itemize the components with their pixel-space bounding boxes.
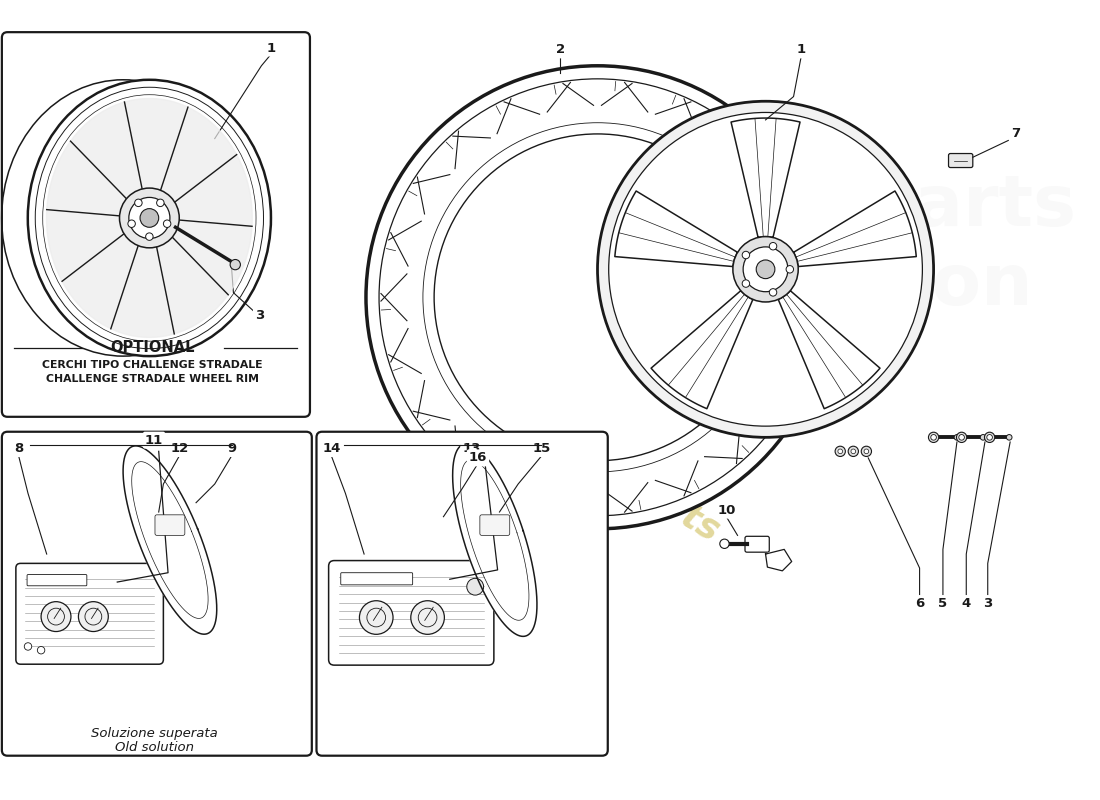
Text: 11: 11 xyxy=(145,434,163,446)
Circle shape xyxy=(129,198,169,238)
FancyBboxPatch shape xyxy=(745,536,769,552)
FancyBboxPatch shape xyxy=(2,32,310,417)
Circle shape xyxy=(128,220,135,227)
Text: a passion for parts: a passion for parts xyxy=(376,326,726,548)
Polygon shape xyxy=(111,246,174,338)
Text: autoparts
passion: autoparts passion xyxy=(679,171,1077,320)
Circle shape xyxy=(733,237,799,302)
Text: 1: 1 xyxy=(796,43,805,57)
Circle shape xyxy=(987,434,992,440)
Circle shape xyxy=(744,247,788,292)
Circle shape xyxy=(861,446,871,457)
Text: 7: 7 xyxy=(1011,127,1021,141)
Text: 12: 12 xyxy=(170,442,188,455)
Polygon shape xyxy=(62,234,139,329)
Circle shape xyxy=(769,242,777,250)
Text: CHALLENGE STRADALE WHEEL RIM: CHALLENGE STRADALE WHEEL RIM xyxy=(46,374,258,385)
Circle shape xyxy=(931,434,936,440)
Circle shape xyxy=(140,209,158,227)
Circle shape xyxy=(959,434,965,440)
Circle shape xyxy=(120,188,179,248)
Circle shape xyxy=(957,432,967,442)
Polygon shape xyxy=(732,118,800,238)
FancyBboxPatch shape xyxy=(329,561,494,665)
Polygon shape xyxy=(793,191,916,266)
FancyBboxPatch shape xyxy=(480,515,509,535)
Text: 10: 10 xyxy=(717,504,736,517)
Circle shape xyxy=(984,432,994,442)
Polygon shape xyxy=(778,290,880,409)
Circle shape xyxy=(756,260,774,278)
Circle shape xyxy=(864,449,869,454)
Circle shape xyxy=(838,449,843,454)
Text: 3: 3 xyxy=(255,310,264,322)
Circle shape xyxy=(78,602,108,631)
FancyBboxPatch shape xyxy=(2,432,311,756)
Circle shape xyxy=(719,539,729,549)
Ellipse shape xyxy=(28,80,271,356)
Circle shape xyxy=(466,578,484,595)
Circle shape xyxy=(134,199,142,206)
Text: Old solution: Old solution xyxy=(114,741,194,754)
Circle shape xyxy=(24,642,32,650)
Circle shape xyxy=(1006,434,1012,440)
Polygon shape xyxy=(766,550,792,571)
Circle shape xyxy=(848,446,858,457)
Text: 13: 13 xyxy=(462,442,481,455)
Polygon shape xyxy=(124,98,188,190)
Text: 4: 4 xyxy=(961,597,971,610)
Text: 8: 8 xyxy=(14,442,23,455)
Circle shape xyxy=(835,446,846,457)
Text: 6: 6 xyxy=(915,597,924,610)
Circle shape xyxy=(742,251,749,258)
Circle shape xyxy=(410,601,444,634)
Circle shape xyxy=(41,602,72,631)
Text: 3: 3 xyxy=(983,597,992,610)
Circle shape xyxy=(742,280,749,287)
Circle shape xyxy=(37,646,45,654)
Polygon shape xyxy=(123,446,217,634)
Polygon shape xyxy=(46,141,127,216)
Polygon shape xyxy=(452,444,537,636)
Circle shape xyxy=(360,601,393,634)
Circle shape xyxy=(851,449,856,454)
Text: OPTIONAL: OPTIONAL xyxy=(110,340,195,355)
Polygon shape xyxy=(46,210,124,282)
Circle shape xyxy=(164,220,170,227)
Circle shape xyxy=(928,432,938,442)
FancyBboxPatch shape xyxy=(341,573,412,585)
Text: Soluzione superata: Soluzione superata xyxy=(90,726,218,740)
Text: 9: 9 xyxy=(227,442,236,455)
FancyBboxPatch shape xyxy=(15,563,164,664)
Circle shape xyxy=(980,434,986,440)
Text: 2: 2 xyxy=(556,43,564,57)
Text: 16: 16 xyxy=(469,451,487,464)
Polygon shape xyxy=(161,107,236,202)
Circle shape xyxy=(769,289,777,296)
Circle shape xyxy=(954,434,959,440)
Text: 14: 14 xyxy=(322,442,341,455)
Polygon shape xyxy=(175,154,252,226)
Polygon shape xyxy=(156,237,228,334)
Polygon shape xyxy=(615,191,738,266)
Text: 15: 15 xyxy=(532,442,551,455)
Polygon shape xyxy=(70,102,142,198)
Circle shape xyxy=(366,66,829,529)
Circle shape xyxy=(156,199,164,206)
FancyBboxPatch shape xyxy=(155,515,185,535)
Circle shape xyxy=(145,233,153,240)
FancyBboxPatch shape xyxy=(28,574,87,586)
Circle shape xyxy=(597,102,934,438)
Text: CERCHI TIPO CHALLENGE STRADALE: CERCHI TIPO CHALLENGE STRADALE xyxy=(42,359,263,370)
Text: 5: 5 xyxy=(938,597,947,610)
FancyBboxPatch shape xyxy=(948,154,972,167)
Polygon shape xyxy=(173,220,252,294)
Circle shape xyxy=(786,266,793,273)
Text: 1: 1 xyxy=(266,42,275,54)
FancyBboxPatch shape xyxy=(317,432,608,756)
Circle shape xyxy=(230,259,241,270)
Circle shape xyxy=(608,113,923,426)
Polygon shape xyxy=(651,290,752,409)
